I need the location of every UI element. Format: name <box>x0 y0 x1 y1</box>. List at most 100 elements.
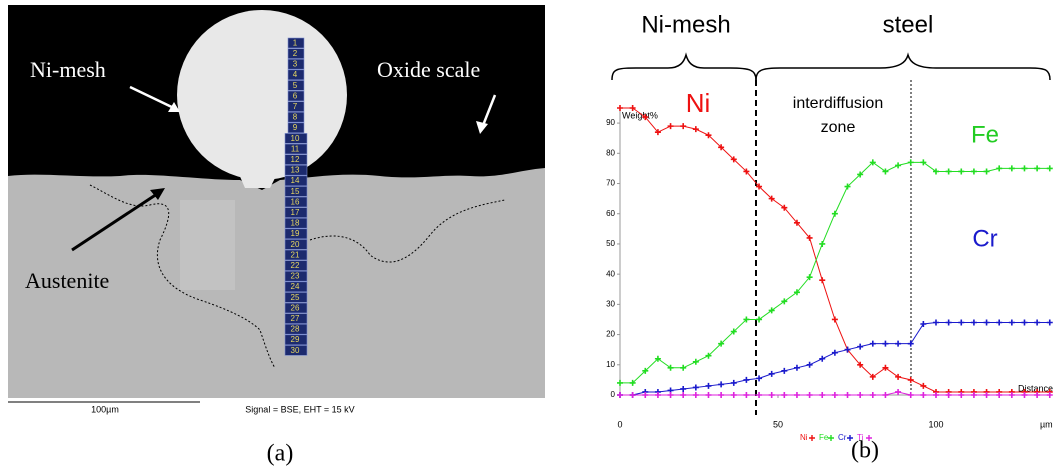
point-marker <box>617 105 623 111</box>
legend-marker <box>847 435 853 441</box>
point-marker <box>1034 165 1041 172</box>
probe-label: 15 <box>291 187 300 196</box>
x-unit: µm <box>1040 419 1053 429</box>
probe-label: 12 <box>291 155 300 164</box>
probe-label: 21 <box>291 250 300 259</box>
probe-box <box>284 143 308 155</box>
zone-label: interdiffusion <box>793 95 883 112</box>
probe-box <box>284 175 308 187</box>
probe-box <box>287 37 305 49</box>
point-marker <box>819 277 826 284</box>
probe-label: 20 <box>291 240 300 249</box>
point-marker <box>933 319 939 326</box>
probe-label: 7 <box>293 102 298 111</box>
point-marker <box>768 307 775 314</box>
point-marker <box>869 373 876 380</box>
y-tick-label: 70 <box>606 179 615 188</box>
point-marker <box>1008 165 1015 172</box>
series-annotation: Fe <box>971 121 999 148</box>
series-line <box>620 321 1050 396</box>
point-marker <box>895 340 902 347</box>
point-marker <box>756 183 763 190</box>
point-marker <box>718 392 725 398</box>
probe-box <box>284 292 308 303</box>
point-marker <box>857 392 864 398</box>
point-marker <box>680 364 687 371</box>
point-marker <box>882 340 889 347</box>
point-marker <box>629 392 636 398</box>
probe-label: 29 <box>291 335 300 344</box>
probe-box <box>284 207 308 218</box>
probe-box <box>284 249 308 261</box>
point-marker <box>819 392 826 398</box>
point-marker <box>857 361 864 368</box>
probe-label: 11 <box>291 144 300 153</box>
probe-label: 30 <box>291 346 300 355</box>
point-marker <box>768 392 775 398</box>
point-marker <box>793 289 800 296</box>
point-marker <box>718 144 725 151</box>
x-axis-label: Distance <box>1018 383 1053 393</box>
point-marker <box>831 392 838 398</box>
probe-label: 22 <box>291 261 300 270</box>
point-marker <box>642 367 649 374</box>
point-marker <box>996 319 1003 326</box>
point-marker <box>730 392 737 398</box>
point-marker <box>1021 319 1028 326</box>
point-marker <box>617 392 623 398</box>
probe-box <box>287 48 305 59</box>
probe-box <box>284 313 308 324</box>
point-marker <box>920 382 927 389</box>
point-marker <box>756 375 763 382</box>
point-marker <box>996 392 1003 398</box>
probe-label: 27 <box>291 314 300 323</box>
point-marker <box>920 392 927 398</box>
x-tick-label: 100 <box>928 419 943 429</box>
probe-box <box>284 164 308 176</box>
point-marker <box>920 321 927 328</box>
label: Austenite <box>25 268 109 293</box>
caption: (b) <box>851 438 879 464</box>
point-marker <box>806 392 813 398</box>
point-marker <box>654 392 661 398</box>
point-marker <box>743 316 750 323</box>
x-tick-label: 50 <box>773 419 783 429</box>
point-marker <box>793 392 800 398</box>
point-marker <box>806 274 813 281</box>
probe-label: 1 <box>293 38 298 47</box>
probe-label: 24 <box>291 282 300 291</box>
point-marker <box>1021 165 1028 172</box>
point-marker <box>895 373 902 380</box>
point-marker <box>768 195 775 202</box>
point-marker <box>907 159 914 166</box>
probe-box <box>284 334 308 346</box>
point-marker <box>743 376 750 383</box>
point-marker <box>718 381 725 388</box>
point-marker <box>907 340 914 347</box>
point-marker <box>793 364 800 371</box>
series-annotation: Ni <box>686 88 711 118</box>
probe-label: 8 <box>293 113 298 122</box>
probe-box <box>284 133 308 144</box>
point-marker <box>869 159 876 166</box>
scale-label: 100µm <box>91 404 119 414</box>
probe-label: 28 <box>291 325 300 334</box>
point-marker <box>857 343 864 350</box>
point-marker <box>730 156 737 163</box>
probe-column: 1234567891011121314151617181920212223242… <box>284 37 308 356</box>
point-marker <box>882 392 889 398</box>
y-tick-label: 10 <box>606 360 615 369</box>
probe-box <box>284 217 308 229</box>
zone-label: zone <box>821 119 856 136</box>
legend-label: Cr <box>838 433 847 442</box>
point-marker <box>831 349 838 356</box>
point-marker <box>654 129 661 136</box>
info: Signal = BSE, EHT = 15 kV <box>245 404 354 414</box>
probe-box <box>287 101 305 112</box>
probe-label: 14 <box>291 176 300 185</box>
y-tick-label: 50 <box>606 239 615 248</box>
point-marker <box>895 162 902 169</box>
probe-label: 23 <box>291 272 300 281</box>
point-marker <box>743 168 750 175</box>
point-marker <box>895 388 902 395</box>
